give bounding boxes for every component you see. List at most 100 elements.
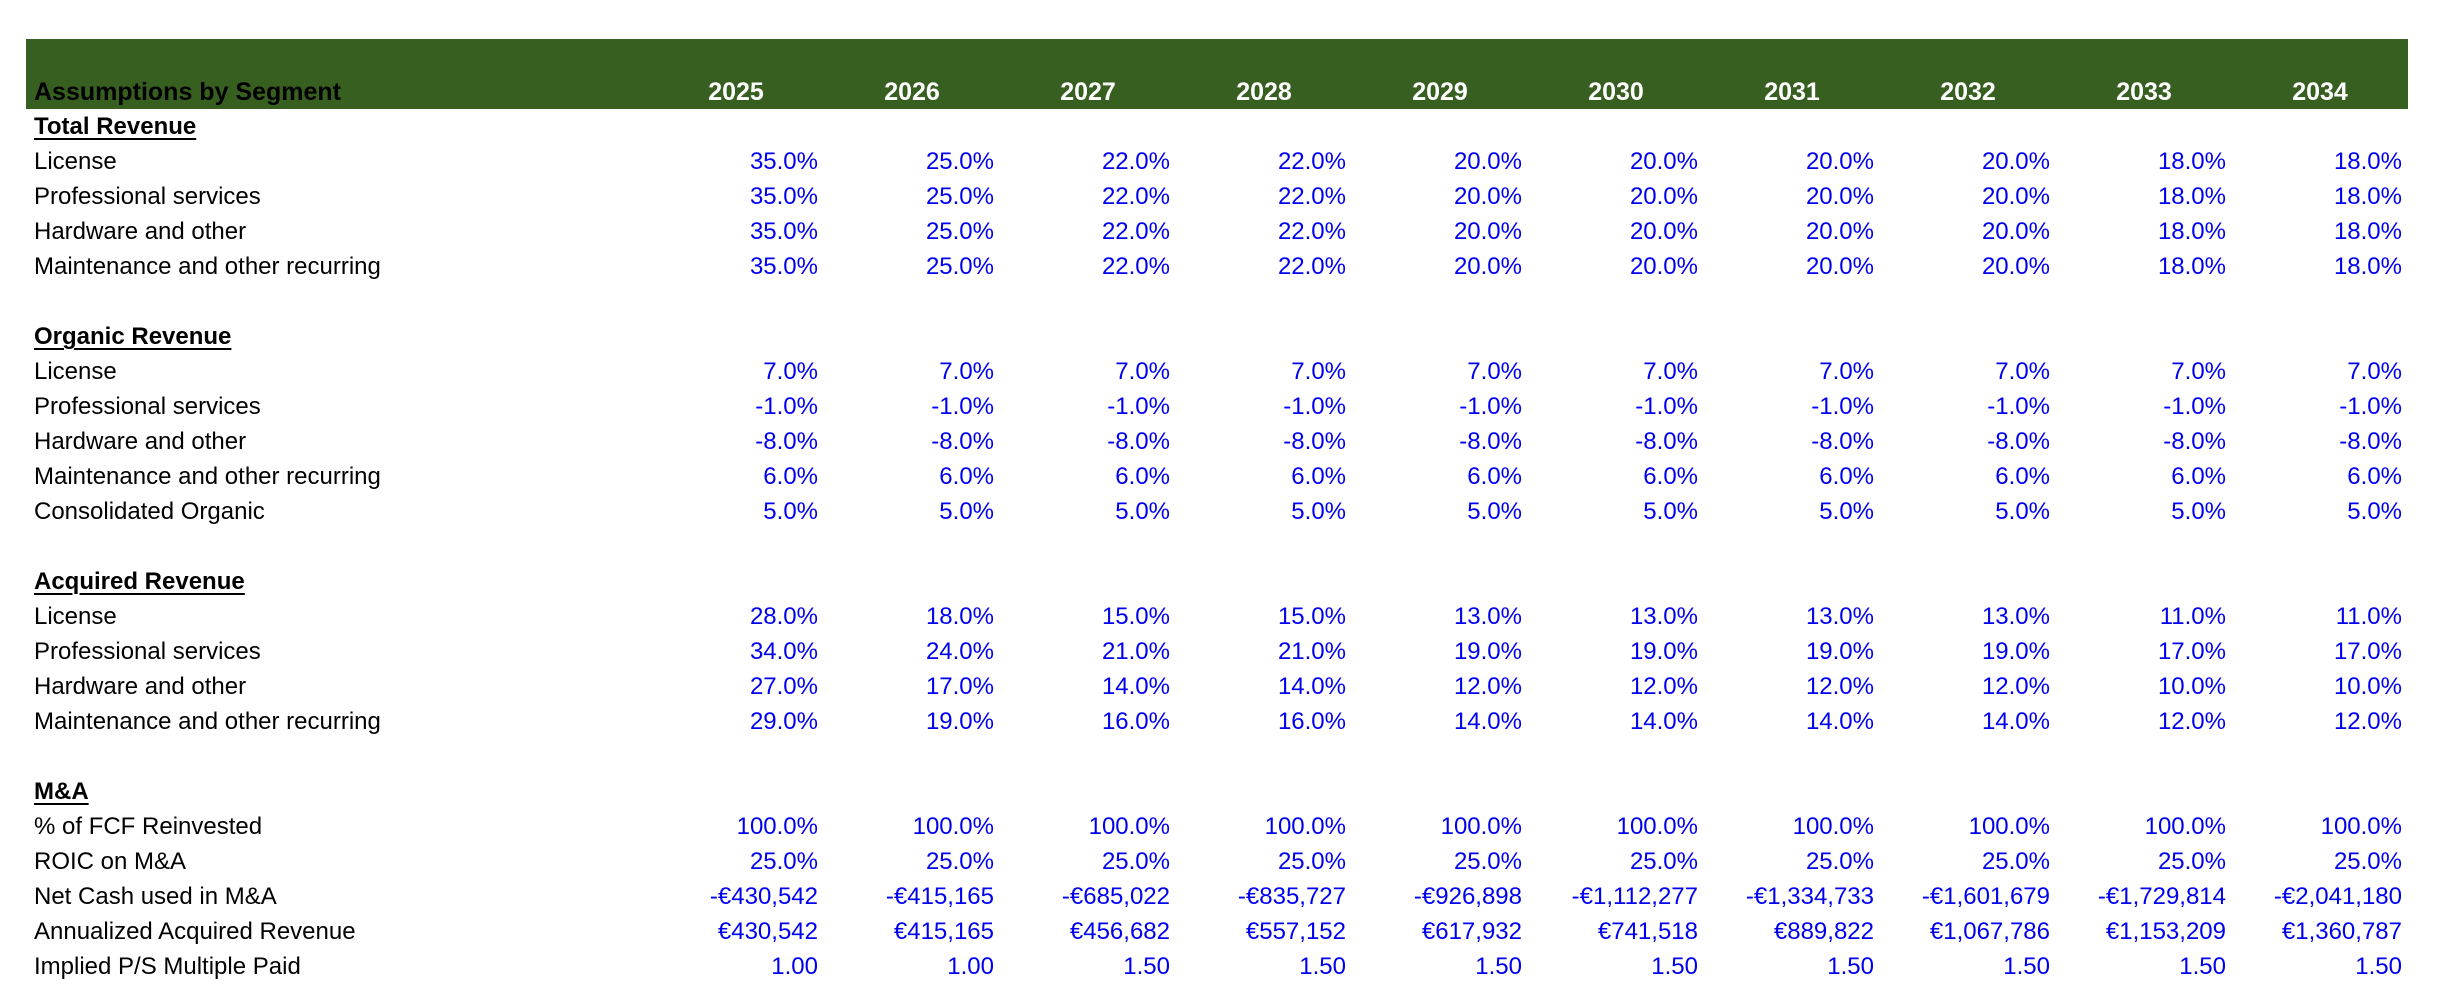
value-cell[interactable]: 12.0% bbox=[2157, 708, 2226, 735]
value-cell[interactable]: 100.0% bbox=[1792, 813, 1874, 840]
value-cell[interactable]: -8.0% bbox=[1635, 428, 1698, 455]
value-cell[interactable]: 100.0% bbox=[1440, 813, 1522, 840]
value-cell[interactable]: 15.0% bbox=[1101, 603, 1170, 630]
value-cell[interactable]: 21.0% bbox=[1277, 638, 1346, 665]
value-cell[interactable]: 13.0% bbox=[1805, 603, 1874, 630]
value-cell[interactable]: 7.0% bbox=[1291, 358, 1346, 385]
value-cell[interactable]: 12.0% bbox=[2333, 708, 2402, 735]
value-cell[interactable]: 1.50 bbox=[1827, 953, 1874, 980]
value-cell[interactable]: 14.0% bbox=[1805, 708, 1874, 735]
value-cell[interactable]: €617,932 bbox=[1421, 918, 1522, 945]
value-cell[interactable]: 18.0% bbox=[2157, 148, 2226, 175]
value-cell[interactable]: -€415,165 bbox=[885, 883, 994, 910]
value-cell[interactable]: 5.0% bbox=[1291, 498, 1346, 525]
value-cell[interactable]: 18.0% bbox=[2333, 148, 2402, 175]
value-cell[interactable]: 19.0% bbox=[925, 708, 994, 735]
value-cell[interactable]: 12.0% bbox=[1629, 673, 1698, 700]
value-cell[interactable]: 25.0% bbox=[925, 848, 994, 875]
value-cell[interactable]: 6.0% bbox=[1467, 463, 1522, 490]
value-cell[interactable]: 5.0% bbox=[1995, 498, 2050, 525]
value-cell[interactable]: 15.0% bbox=[1277, 603, 1346, 630]
value-cell[interactable]: 6.0% bbox=[1643, 463, 1698, 490]
value-cell[interactable]: 1.50 bbox=[1299, 953, 1346, 980]
value-cell[interactable]: 100.0% bbox=[912, 813, 994, 840]
value-cell[interactable]: 5.0% bbox=[2171, 498, 2226, 525]
value-cell[interactable]: 7.0% bbox=[1467, 358, 1522, 385]
value-cell[interactable]: €889,822 bbox=[1773, 918, 1874, 945]
value-cell[interactable]: -1.0% bbox=[1459, 393, 1522, 420]
value-cell[interactable]: 7.0% bbox=[1115, 358, 1170, 385]
value-cell[interactable]: 6.0% bbox=[1819, 463, 1874, 490]
value-cell[interactable]: 18.0% bbox=[2157, 218, 2226, 245]
value-cell[interactable]: 25.0% bbox=[1805, 848, 1874, 875]
value-cell[interactable]: 22.0% bbox=[1101, 218, 1170, 245]
value-cell[interactable]: 20.0% bbox=[1805, 253, 1874, 280]
value-cell[interactable]: 27.0% bbox=[749, 673, 818, 700]
value-cell[interactable]: 14.0% bbox=[1101, 673, 1170, 700]
value-cell[interactable]: -€926,898 bbox=[1413, 883, 1522, 910]
value-cell[interactable]: €1,153,209 bbox=[2105, 918, 2226, 945]
value-cell[interactable]: 35.0% bbox=[749, 253, 818, 280]
value-cell[interactable]: 20.0% bbox=[1453, 183, 1522, 210]
value-cell[interactable]: 34.0% bbox=[749, 638, 818, 665]
value-cell[interactable]: 1.00 bbox=[947, 953, 994, 980]
value-cell[interactable]: 14.0% bbox=[1453, 708, 1522, 735]
value-cell[interactable]: 7.0% bbox=[763, 358, 818, 385]
value-cell[interactable]: -€835,727 bbox=[1237, 883, 1346, 910]
value-cell[interactable]: -1.0% bbox=[1635, 393, 1698, 420]
value-cell[interactable]: 5.0% bbox=[1467, 498, 1522, 525]
value-cell[interactable]: 7.0% bbox=[1643, 358, 1698, 385]
value-cell[interactable]: 5.0% bbox=[763, 498, 818, 525]
value-cell[interactable]: 20.0% bbox=[1629, 253, 1698, 280]
value-cell[interactable]: 6.0% bbox=[1291, 463, 1346, 490]
value-cell[interactable]: 1.50 bbox=[2179, 953, 2226, 980]
value-cell[interactable]: 7.0% bbox=[939, 358, 994, 385]
value-cell[interactable]: 20.0% bbox=[1805, 218, 1874, 245]
value-cell[interactable]: 17.0% bbox=[2333, 638, 2402, 665]
value-cell[interactable]: 100.0% bbox=[1264, 813, 1346, 840]
value-cell[interactable]: 16.0% bbox=[1277, 708, 1346, 735]
value-cell[interactable]: -€685,022 bbox=[1061, 883, 1170, 910]
value-cell[interactable]: 5.0% bbox=[1643, 498, 1698, 525]
value-cell[interactable]: -8.0% bbox=[1811, 428, 1874, 455]
value-cell[interactable]: 6.0% bbox=[763, 463, 818, 490]
value-cell[interactable]: €557,152 bbox=[1245, 918, 1346, 945]
value-cell[interactable]: -1.0% bbox=[755, 393, 818, 420]
value-cell[interactable]: 19.0% bbox=[1453, 638, 1522, 665]
value-cell[interactable]: 20.0% bbox=[1629, 183, 1698, 210]
value-cell[interactable]: 11.0% bbox=[2159, 603, 2226, 630]
value-cell[interactable]: 20.0% bbox=[1453, 218, 1522, 245]
value-cell[interactable]: -€1,334,733 bbox=[1745, 883, 1874, 910]
value-cell[interactable]: 7.0% bbox=[1819, 358, 1874, 385]
value-cell[interactable]: 17.0% bbox=[2157, 638, 2226, 665]
value-cell[interactable]: 25.0% bbox=[749, 848, 818, 875]
value-cell[interactable]: 14.0% bbox=[1981, 708, 2050, 735]
value-cell[interactable]: 20.0% bbox=[1805, 183, 1874, 210]
value-cell[interactable]: -1.0% bbox=[931, 393, 994, 420]
value-cell[interactable]: -8.0% bbox=[755, 428, 818, 455]
value-cell[interactable]: 6.0% bbox=[939, 463, 994, 490]
value-cell[interactable]: 16.0% bbox=[1101, 708, 1170, 735]
value-cell[interactable]: 25.0% bbox=[2157, 848, 2226, 875]
value-cell[interactable]: 18.0% bbox=[925, 603, 994, 630]
value-cell[interactable]: -8.0% bbox=[1987, 428, 2050, 455]
value-cell[interactable]: 20.0% bbox=[1453, 253, 1522, 280]
value-cell[interactable]: 10.0% bbox=[2333, 673, 2402, 700]
value-cell[interactable]: -8.0% bbox=[1459, 428, 1522, 455]
value-cell[interactable]: 7.0% bbox=[2171, 358, 2226, 385]
value-cell[interactable]: 17.0% bbox=[925, 673, 994, 700]
value-cell[interactable]: 20.0% bbox=[1981, 253, 2050, 280]
value-cell[interactable]: -€430,542 bbox=[709, 883, 818, 910]
value-cell[interactable]: 1.50 bbox=[2003, 953, 2050, 980]
value-cell[interactable]: -€1,601,679 bbox=[1921, 883, 2050, 910]
value-cell[interactable]: 1.50 bbox=[2355, 953, 2402, 980]
value-cell[interactable]: -1.0% bbox=[1107, 393, 1170, 420]
value-cell[interactable]: 20.0% bbox=[1805, 148, 1874, 175]
value-cell[interactable]: 18.0% bbox=[2333, 253, 2402, 280]
value-cell[interactable]: 21.0% bbox=[1101, 638, 1170, 665]
value-cell[interactable]: 22.0% bbox=[1277, 218, 1346, 245]
value-cell[interactable]: 1.50 bbox=[1475, 953, 1522, 980]
value-cell[interactable]: -€1,112,277 bbox=[1571, 883, 1698, 910]
value-cell[interactable]: 6.0% bbox=[2171, 463, 2226, 490]
value-cell[interactable]: 22.0% bbox=[1101, 148, 1170, 175]
